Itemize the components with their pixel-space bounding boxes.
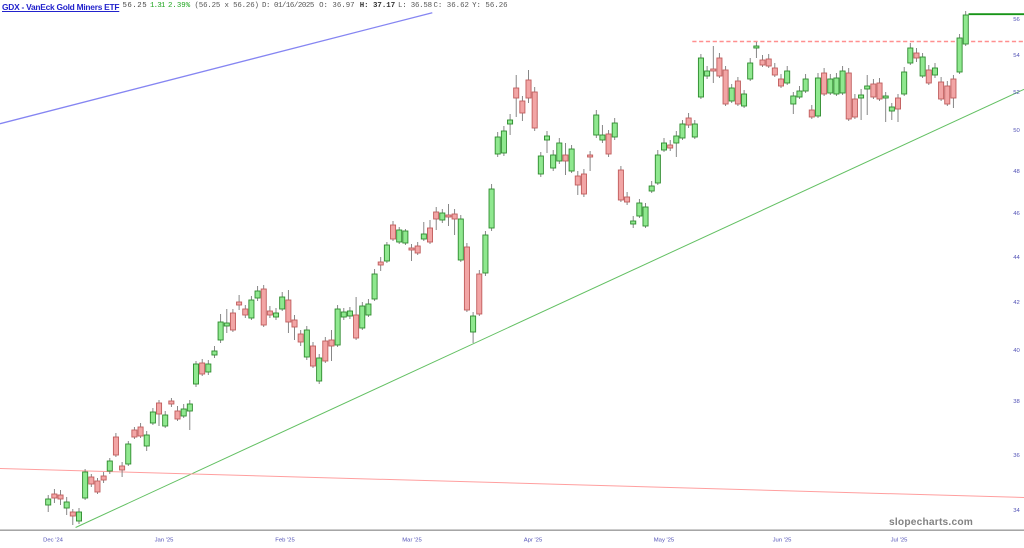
svg-text:48: 48 xyxy=(1013,169,1020,175)
svg-text:34: 34 xyxy=(1013,508,1020,514)
svg-text:40: 40 xyxy=(1013,348,1020,354)
svg-text:Mar '25: Mar '25 xyxy=(402,538,422,544)
svg-text:May '25: May '25 xyxy=(654,538,675,544)
svg-text:36: 36 xyxy=(1013,453,1020,459)
svg-text:Apr '25: Apr '25 xyxy=(524,538,543,544)
svg-text:Jan '25: Jan '25 xyxy=(155,538,175,544)
svg-text:44: 44 xyxy=(1013,255,1020,261)
svg-text:Feb '25: Feb '25 xyxy=(275,538,295,544)
svg-text:56: 56 xyxy=(1013,17,1020,23)
svg-text:52: 52 xyxy=(1013,90,1020,96)
svg-text:Dec '24: Dec '24 xyxy=(43,538,64,544)
svg-text:46: 46 xyxy=(1013,211,1020,217)
svg-text:38: 38 xyxy=(1013,399,1020,405)
svg-text:42: 42 xyxy=(1013,300,1020,306)
svg-text:Jul '25: Jul '25 xyxy=(891,538,909,544)
svg-text:50: 50 xyxy=(1013,128,1020,134)
svg-text:54: 54 xyxy=(1013,53,1020,59)
svg-text:Jun '25: Jun '25 xyxy=(773,538,793,544)
